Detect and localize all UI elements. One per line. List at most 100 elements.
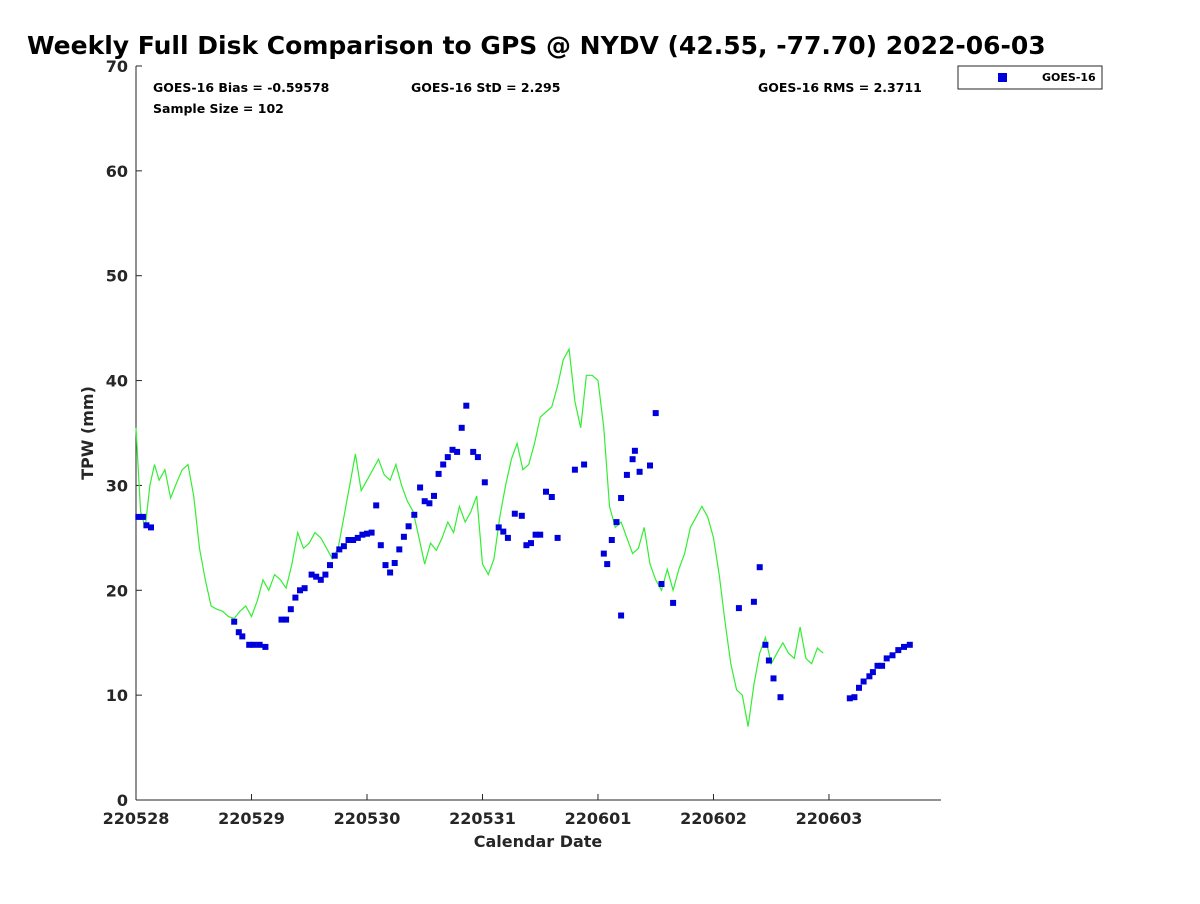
goes16-point	[866, 673, 873, 680]
y-tick-label: 50	[106, 267, 128, 286]
goes16-point	[856, 684, 862, 691]
goes16-point	[618, 612, 625, 619]
goes16-point	[543, 488, 549, 495]
goes16-point	[250, 641, 257, 648]
goes16-point	[373, 502, 380, 509]
x-tick-label: 220529	[218, 809, 285, 828]
goes16-point	[331, 552, 338, 559]
goes16-point	[313, 573, 320, 580]
goes16-point	[511, 510, 518, 517]
x-tick-label: 220602	[680, 809, 747, 828]
x-tick-label: 220531	[449, 809, 516, 828]
goes16-point	[889, 652, 896, 659]
goes16-point	[883, 655, 890, 662]
goes16-point	[874, 662, 881, 669]
goes16-point	[613, 519, 620, 526]
goes16-point	[600, 550, 607, 557]
x-tick-label: 220528	[103, 809, 170, 828]
goes16-point	[777, 694, 784, 701]
goes16-point	[623, 471, 630, 478]
goes16-point	[528, 540, 534, 547]
goes16-point	[327, 562, 333, 569]
goes16-point	[297, 587, 303, 594]
x-axis-label: Calendar Date	[474, 832, 603, 851]
goes16-point	[846, 695, 853, 702]
goes16-point	[301, 585, 308, 592]
legend-box	[957, 65, 1103, 90]
goes16-point	[458, 424, 465, 431]
goes16-point	[523, 542, 530, 549]
y-axis-label: TPW (mm)	[78, 386, 97, 480]
goes16-point	[658, 581, 665, 587]
goes16-point	[400, 533, 407, 540]
goes16-point	[750, 598, 757, 605]
goes16-point	[308, 571, 315, 578]
goes16-point	[735, 605, 742, 612]
sample-size-stat: Sample Size = 102	[153, 101, 284, 116]
goes16-point	[762, 641, 769, 648]
goes16-point	[495, 524, 502, 531]
y-tick-label: 20	[106, 581, 128, 600]
goes16-point	[770, 675, 777, 682]
goes16-point	[474, 454, 481, 461]
goes16-point	[851, 694, 858, 701]
goes16-point	[246, 641, 253, 648]
goes16-point	[481, 479, 488, 486]
x-axis-ticks: 220528 220529 220530 220531 220601 220602 2206…	[103, 794, 862, 828]
goes16-point	[426, 500, 433, 507]
goes16-point	[336, 546, 343, 553]
goes16-point	[387, 569, 394, 576]
goes16-point	[431, 492, 437, 499]
goes16-point	[235, 629, 242, 636]
goes16-point	[350, 537, 357, 543]
y-axis-ticks: 0 10 20 30 40 50 60 70	[106, 57, 142, 810]
goes16-point	[532, 531, 539, 538]
goes16-point	[391, 560, 398, 566]
goes16-point	[449, 446, 456, 453]
goes16-point	[283, 616, 290, 623]
y-tick-label: 70	[106, 57, 128, 76]
goes16-point	[631, 447, 638, 454]
goes16-point	[879, 662, 886, 669]
std-stat: GOES-16 StD = 2.295	[411, 80, 560, 95]
goes16-point	[148, 524, 154, 531]
y-tick-label: 60	[106, 162, 128, 181]
goes16-point	[500, 528, 507, 535]
goes16-point	[860, 678, 867, 685]
goes16-point	[756, 564, 763, 571]
goes16-point	[869, 669, 876, 676]
goes16-point	[405, 523, 412, 530]
x-tick-label: 220530	[334, 809, 401, 828]
goes16-point	[518, 512, 525, 519]
goes16-point	[292, 594, 299, 601]
goes16-point	[340, 543, 347, 550]
goes16-point	[765, 657, 772, 664]
goes16-point	[359, 531, 366, 538]
goes16-point	[364, 530, 370, 537]
goes16-point	[354, 534, 361, 541]
goes16-point	[435, 470, 442, 477]
goes16-point	[636, 468, 643, 475]
y-tick-label: 0	[117, 791, 128, 810]
goes16-point	[581, 461, 588, 468]
goes16-point	[608, 537, 615, 543]
goes16-point	[618, 495, 625, 501]
x-tick-label: 220601	[565, 809, 632, 828]
goes16-point	[287, 606, 294, 613]
goes16-point	[470, 448, 477, 455]
goes16-point	[322, 571, 329, 578]
legend-marker-goes16	[998, 73, 1007, 82]
goes16-point	[652, 410, 659, 417]
goes16-point	[262, 643, 269, 650]
chart-title: Weekly Full Disk Comparison to GPS @ NYD…	[27, 31, 1046, 60]
goes16-point	[382, 562, 389, 569]
goes16-point	[548, 494, 555, 500]
goes16-point	[345, 537, 352, 543]
y-tick-label: 30	[106, 476, 128, 495]
goes16-points-layer	[135, 402, 913, 702]
plot-area	[136, 66, 941, 800]
goes16-point	[396, 546, 403, 553]
goes16-point	[906, 641, 913, 648]
